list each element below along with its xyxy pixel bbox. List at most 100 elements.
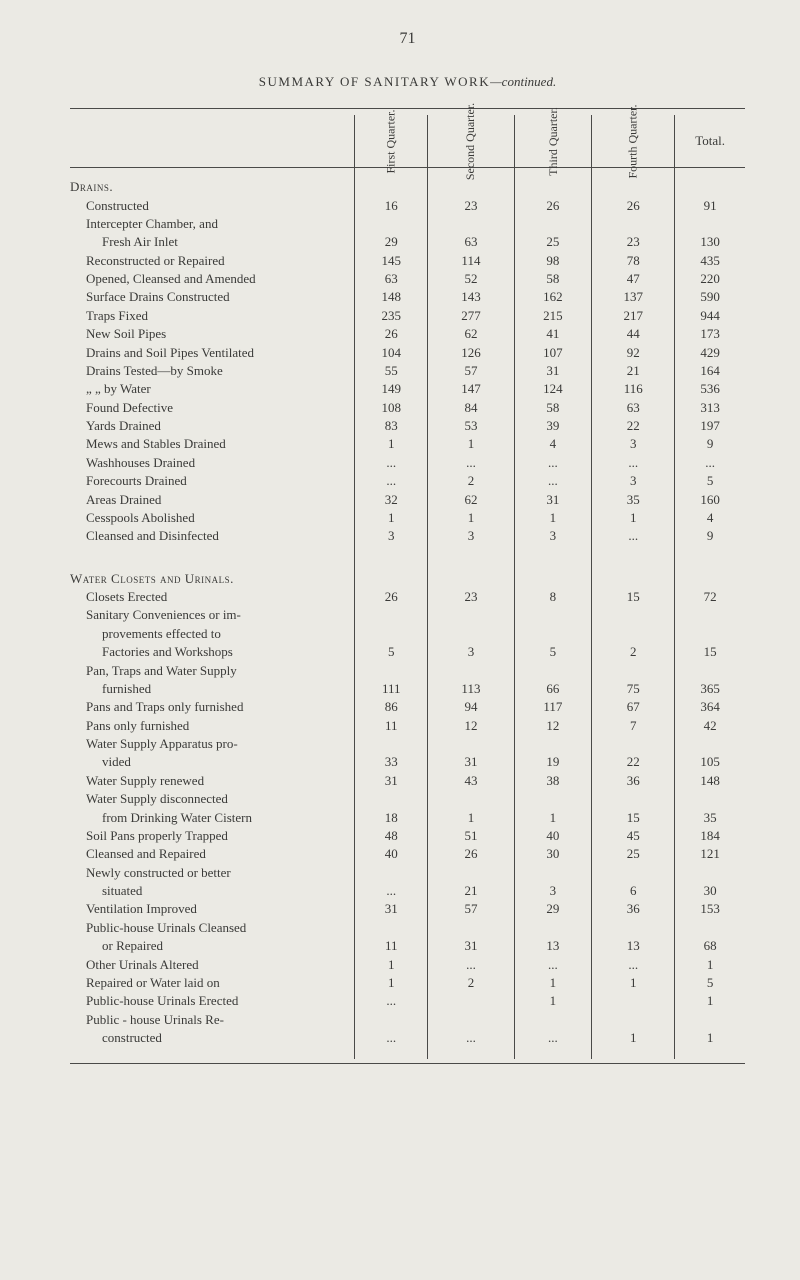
cell-total: 590 (675, 288, 745, 306)
cell-total: 130 (675, 233, 745, 251)
cell-q3: 40 (514, 827, 592, 845)
row-label: Drains Tested—by Smoke (70, 362, 355, 380)
sanitary-work-table: First Quarter. Second Quarter. Third Qua… (70, 115, 745, 1059)
cell-total (675, 215, 745, 233)
cell-q4: 67 (592, 698, 675, 716)
cell-total: 4 (675, 509, 745, 527)
rule-top (70, 108, 745, 109)
cell-q4 (592, 992, 675, 1010)
row-label: Intercepter Chamber, and (70, 215, 355, 233)
cell-q4 (592, 1011, 675, 1029)
table-row: Cleansed and Disinfected333...9 (70, 527, 745, 545)
cell-q3: ... (514, 454, 592, 472)
cell-q2: 62 (428, 325, 514, 343)
cell-q4 (592, 215, 675, 233)
row-label: Pan, Traps and Water Supply (70, 661, 355, 679)
cell-q2: 23 (428, 588, 514, 606)
cell-total: 72 (675, 588, 745, 606)
table-row: Areas Drained32623135160 (70, 490, 745, 508)
cell-q4 (592, 735, 675, 753)
cell-q3: 1 (514, 509, 592, 527)
row-label: Traps Fixed (70, 307, 355, 325)
table-row: Forecourts Drained...2...35 (70, 472, 745, 490)
cell-q1: 18 (355, 808, 428, 826)
cell-q4 (592, 625, 675, 643)
cell-q2: 143 (428, 288, 514, 306)
cell-q2: ... (428, 955, 514, 973)
cell-q1: 5 (355, 643, 428, 661)
cell-q3: 3 (514, 882, 592, 900)
cell-q2 (428, 625, 514, 643)
cell-q2: ... (428, 1029, 514, 1047)
row-label: or Repaired (70, 937, 355, 955)
cell-q2: 147 (428, 380, 514, 398)
cell-q2: 277 (428, 307, 514, 325)
cell-q4: 116 (592, 380, 675, 398)
cell-q3: 31 (514, 362, 592, 380)
cell-q4: 78 (592, 252, 675, 270)
cell-q3: 5 (514, 643, 592, 661)
cell-total: 164 (675, 362, 745, 380)
cell-q4: 23 (592, 233, 675, 251)
cell-q3 (514, 215, 592, 233)
row-label: Soil Pans properly Trapped (70, 827, 355, 845)
page-number: 71 (70, 30, 745, 48)
table-row: „ „ by Water149147124116536 (70, 380, 745, 398)
title-main: SUMMARY OF SANITARY WORK (259, 74, 490, 89)
cell-q1 (355, 1011, 428, 1029)
cell-q4: 35 (592, 490, 675, 508)
cell-q1: 235 (355, 307, 428, 325)
page-title: SUMMARY OF SANITARY WORK—continued. (70, 74, 745, 90)
cell-q1: 31 (355, 772, 428, 790)
cell-q3 (514, 790, 592, 808)
row-label: Forecourts Drained (70, 472, 355, 490)
cell-q1: 1 (355, 974, 428, 992)
cell-q1: 111 (355, 680, 428, 698)
table-row: Water Supply Apparatus pro- (70, 735, 745, 753)
cell-q2: 113 (428, 680, 514, 698)
cell-total (675, 1011, 745, 1029)
table-row: Other Urinals Altered1.........1 (70, 955, 745, 973)
cell-q2 (428, 215, 514, 233)
cell-total: ... (675, 454, 745, 472)
row-label: Public-house Urinals Erected (70, 992, 355, 1010)
cell-total (675, 625, 745, 643)
cell-q4: 2 (592, 643, 675, 661)
table-row: Drains Tested—by Smoke55573121164 (70, 362, 745, 380)
cell-q4: 36 (592, 900, 675, 918)
cell-q4 (592, 661, 675, 679)
cell-total: 5 (675, 974, 745, 992)
cell-q2: 26 (428, 845, 514, 863)
row-label: Other Urinals Altered (70, 955, 355, 973)
cell-total: 9 (675, 435, 745, 453)
table-row: Soil Pans properly Trapped48514045184 (70, 827, 745, 845)
cell-q2 (428, 864, 514, 882)
cell-total: 364 (675, 698, 745, 716)
table-header-row: First Quarter. Second Quarter. Third Qua… (70, 115, 745, 167)
cell-q2: 51 (428, 827, 514, 845)
cell-q2 (428, 790, 514, 808)
table-row: Pans and Traps only furnished86941176736… (70, 698, 745, 716)
cell-q3: 117 (514, 698, 592, 716)
row-label: from Drinking Water Cistern (70, 808, 355, 826)
cell-total (675, 661, 745, 679)
table-row: constructed.........11 (70, 1029, 745, 1047)
cell-q2: 31 (428, 937, 514, 955)
cell-q2: 21 (428, 882, 514, 900)
cell-q1: 29 (355, 233, 428, 251)
cell-q2 (428, 661, 514, 679)
cell-total: 1 (675, 955, 745, 973)
cell-total: 160 (675, 490, 745, 508)
cell-total: 9 (675, 527, 745, 545)
row-label: Ventilation Improved (70, 900, 355, 918)
cell-q2: 52 (428, 270, 514, 288)
row-label: vided (70, 753, 355, 771)
cell-q3: 1 (514, 974, 592, 992)
cell-q4: 137 (592, 288, 675, 306)
cell-total: 91 (675, 196, 745, 214)
cell-q2: 12 (428, 717, 514, 735)
cell-total: 5 (675, 472, 745, 490)
cell-total: 220 (675, 270, 745, 288)
row-label: New Soil Pipes (70, 325, 355, 343)
cell-q3: ... (514, 472, 592, 490)
